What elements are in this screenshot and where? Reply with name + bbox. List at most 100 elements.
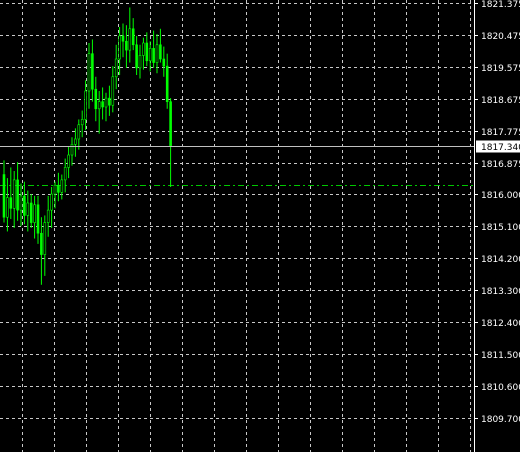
current-price-background: [476, 140, 520, 153]
price-tick-label: 1809.700: [481, 415, 520, 425]
candle-body: [63, 167, 67, 181]
candle: [142, 37, 145, 70]
candle-body: [60, 179, 64, 193]
candle: [145, 32, 149, 67]
candle: [91, 39, 94, 102]
candle-body: [121, 35, 125, 42]
candle-body: [131, 28, 135, 46]
candle: [43, 215, 47, 276]
candle-body: [169, 101, 172, 147]
candle-body: [152, 48, 155, 63]
candle: [6, 178, 9, 232]
candle: [40, 217, 43, 285]
candle-body: [118, 35, 121, 60]
candle-body: [159, 44, 162, 60]
candle: [152, 30, 155, 68]
candle-body: [87, 53, 91, 92]
current-price-box: 1817.340: [476, 140, 520, 153]
candle-body: [108, 97, 111, 106]
price-tick-label: 1817.775: [481, 128, 520, 138]
price-tick-label: 1819.575: [481, 64, 520, 74]
candle: [94, 76, 98, 122]
candle: [118, 27, 121, 75]
candle-body: [165, 65, 169, 102]
candle: [29, 194, 33, 228]
candle-body: [155, 44, 159, 63]
price-tick-label: 1810.600: [481, 383, 520, 393]
candle-body: [101, 101, 104, 108]
candle-body: [74, 138, 77, 145]
candle: [80, 110, 84, 138]
candle: [135, 35, 138, 75]
candle-body: [148, 48, 152, 62]
candle-body: [91, 53, 94, 90]
price-tick-label: 1820.475: [481, 32, 520, 42]
candle-body: [50, 193, 53, 211]
price-tick-label: 1814.200: [481, 255, 520, 265]
candle-body: [53, 184, 57, 195]
candle: [111, 66, 115, 113]
price-tick-label: 1816.875: [481, 160, 520, 170]
price-tick-label: 1818.675: [481, 96, 520, 106]
candle-series: [2, 7, 172, 285]
candle-body: [70, 144, 74, 156]
candle: [16, 162, 19, 221]
candle: [36, 195, 40, 244]
candle: [77, 119, 81, 150]
candle: [74, 128, 77, 157]
candle: [104, 92, 108, 122]
candle: [84, 80, 87, 131]
candle-body: [145, 42, 149, 62]
candle: [108, 85, 111, 116]
price-axis[interactable]: 1821.375 1820.475 1819.575 1818.675 1817.775…: [474, 0, 520, 452]
candle: [138, 44, 142, 79]
candle-body: [43, 222, 47, 255]
candle: [12, 171, 16, 228]
candle: [128, 7, 132, 63]
candle: [165, 53, 169, 109]
candle-body: [57, 184, 60, 193]
candle: [101, 87, 104, 120]
candle-body: [111, 76, 115, 106]
candle-body: [23, 195, 26, 216]
candle-body: [80, 119, 84, 126]
candle-body: [16, 179, 19, 211]
candle-body: [26, 202, 30, 216]
candle: [53, 181, 57, 209]
candle: [125, 25, 128, 68]
candle-body: [125, 40, 128, 51]
candle: [148, 41, 152, 72]
candle-body: [77, 124, 81, 140]
candle-body: [36, 204, 40, 234]
candle: [57, 172, 60, 202]
candle-body: [128, 28, 132, 51]
candle: [63, 158, 67, 193]
candle: [19, 183, 23, 227]
candle-body: [84, 90, 87, 120]
candle-body: [138, 55, 142, 69]
candle-body: [142, 42, 145, 56]
price-tick-label: 1811.500: [481, 351, 520, 361]
candle-body: [29, 202, 33, 223]
candle: [50, 187, 53, 228]
candle-body: [46, 209, 50, 223]
candle-body: [12, 179, 16, 209]
candle: [9, 167, 13, 219]
candle: [26, 190, 30, 232]
candle-body: [9, 197, 13, 209]
candle: [162, 46, 166, 77]
price-tick-label: 1816.000: [481, 191, 520, 201]
candle: [155, 34, 159, 74]
candle-body: [33, 204, 36, 223]
candle-body: [6, 197, 9, 218]
candle-body: [114, 58, 118, 78]
candle: [114, 44, 118, 90]
candle-body: [135, 44, 138, 69]
candle: [131, 18, 135, 51]
candle: [67, 146, 70, 179]
candle-body: [2, 174, 6, 218]
candle: [87, 43, 91, 109]
candle-body: [40, 232, 43, 255]
candle: [23, 181, 26, 225]
